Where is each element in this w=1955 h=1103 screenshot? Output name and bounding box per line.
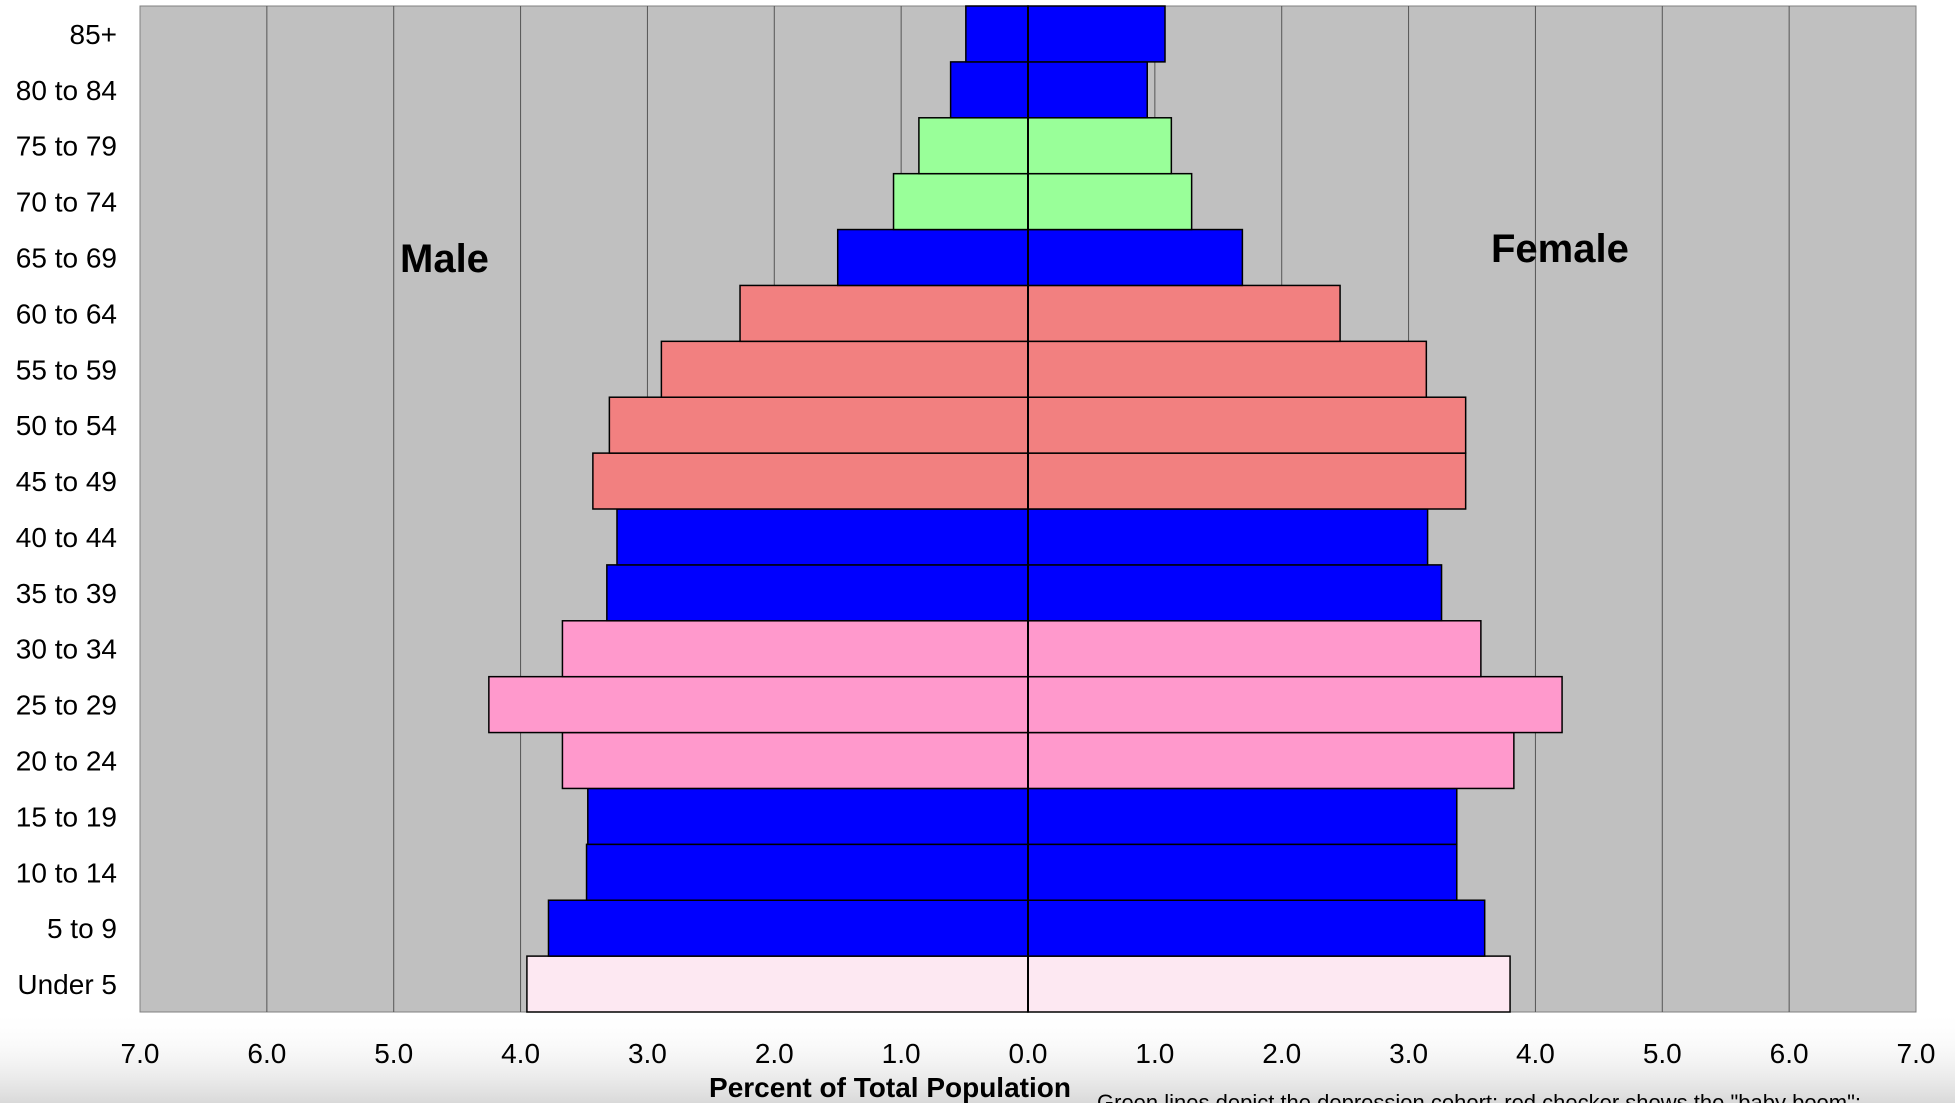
female-bar [1027, 5, 1166, 63]
bars [488, 5, 1563, 1013]
female-bar [1027, 955, 1511, 1013]
x-tick-label: 6.0 [1770, 1038, 1809, 1069]
male-bar [587, 787, 1029, 846]
male-bar [836, 228, 1029, 287]
x-tick-label: 5.0 [374, 1038, 413, 1069]
bottom-shade [0, 1010, 1955, 1103]
category-label: 65 to 69 [16, 243, 117, 274]
female-bar [1027, 396, 1467, 454]
category-label: 45 to 49 [16, 466, 117, 497]
male-label: Male [400, 237, 489, 281]
male-bar [561, 731, 1029, 790]
male-bar [660, 340, 1029, 398]
category-label: 75 to 79 [16, 131, 117, 162]
male-bar [949, 61, 1029, 119]
female-bar [1027, 508, 1429, 566]
x-tick-label: 5.0 [1643, 1038, 1682, 1069]
x-tick-label: 3.0 [628, 1038, 667, 1069]
x-tick-labels: 7.0 6.0 5.0 4.0 3.0 2.0 1.0 0.0 1.0 2.0 3.0 4.0 5.0 6… [121, 1038, 1936, 1069]
category-label: 10 to 14 [16, 857, 117, 888]
x-tick-label: 2.0 [1262, 1038, 1301, 1069]
female-bar [1027, 564, 1443, 622]
category-label: 85+ [70, 19, 118, 50]
category-label: 40 to 44 [16, 522, 117, 553]
male-bar [526, 955, 1029, 1013]
footnote: Green lines depict the depression cohort… [1097, 1090, 1861, 1103]
female-bar [1027, 452, 1467, 510]
x-tick-label: 4.0 [1516, 1038, 1555, 1069]
female-label: Female [1491, 227, 1629, 271]
category-label: 50 to 54 [16, 410, 117, 441]
male-bar [561, 620, 1029, 678]
male-bar [547, 899, 1029, 957]
female-bar [1027, 284, 1341, 343]
category-label: 70 to 74 [16, 187, 117, 218]
category-label: 5 to 9 [47, 913, 117, 944]
male-bar [585, 843, 1029, 901]
female-bar [1027, 117, 1173, 175]
female-bar [1027, 675, 1563, 734]
x-axis-label: Percent of Total Population [709, 1072, 1071, 1103]
x-tick-label: 4.0 [501, 1038, 540, 1069]
category-label: 60 to 64 [16, 298, 117, 329]
male-bar [918, 117, 1029, 175]
category-label: 80 to 84 [16, 75, 117, 106]
x-tick-label: 0.0 [1009, 1038, 1048, 1069]
x-tick-label: 1.0 [1135, 1038, 1174, 1069]
female-bar [1027, 787, 1458, 846]
male-bar [739, 284, 1029, 343]
category-label: 35 to 39 [16, 578, 117, 609]
male-bar [892, 172, 1029, 231]
x-tick-label: 3.0 [1389, 1038, 1428, 1069]
female-bar [1027, 731, 1515, 790]
female-bar [1027, 228, 1244, 287]
category-label: Under 5 [17, 969, 117, 1000]
x-tick-label: 7.0 [121, 1038, 160, 1069]
x-tick-label: 2.0 [755, 1038, 794, 1069]
male-bar [616, 508, 1029, 566]
category-label: 30 to 34 [16, 634, 117, 665]
x-tick-label: 1.0 [882, 1038, 921, 1069]
category-label: 25 to 29 [16, 690, 117, 721]
x-tick-label: 7.0 [1897, 1038, 1936, 1069]
female-bar [1027, 843, 1458, 901]
male-bar [608, 396, 1029, 454]
female-bar [1027, 620, 1482, 678]
male-bar [606, 564, 1029, 622]
category-label: 20 to 24 [16, 746, 117, 777]
female-bar [1027, 899, 1486, 957]
female-bar [1027, 172, 1193, 231]
female-bar [1027, 340, 1428, 398]
category-labels: Under 5 5 to 9 10 to 14 15 to 19 20 to 24 25 … [16, 19, 117, 1000]
female-bar [1027, 61, 1148, 119]
male-bar [965, 5, 1029, 63]
male-bar [488, 675, 1029, 734]
x-tick-label: 6.0 [247, 1038, 286, 1069]
male-bar [592, 452, 1029, 510]
category-label: 55 to 59 [16, 354, 117, 385]
category-label: 15 to 19 [16, 801, 117, 832]
